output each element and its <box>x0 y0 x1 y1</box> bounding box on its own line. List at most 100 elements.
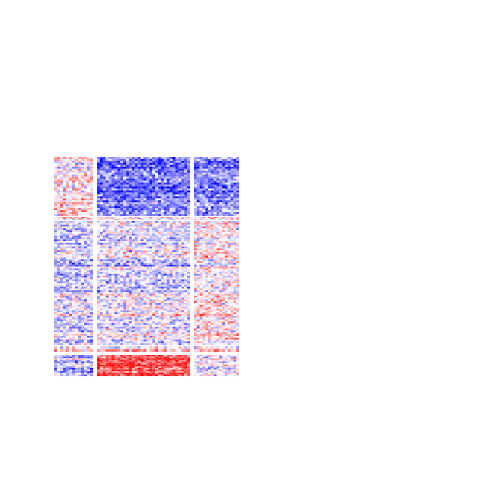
heatmap-cell <box>123 202 127 205</box>
heatmap-cell <box>194 202 197 205</box>
heatmap-cell <box>54 279 58 282</box>
heatmap-cell <box>213 176 217 179</box>
heatmap-cell <box>175 210 179 213</box>
heatmap-cell <box>227 160 231 163</box>
heatmap-cell <box>140 210 144 213</box>
heatmap-cell <box>128 180 132 183</box>
heatmap-cell <box>117 299 121 302</box>
heatmap-cell <box>123 210 127 213</box>
heatmap-cell <box>114 268 118 271</box>
heatmap-cell <box>97 281 100 284</box>
heatmap-cell <box>134 288 138 291</box>
heatmap-cell <box>87 262 91 265</box>
heatmap-cell <box>230 228 234 231</box>
heatmap-cell <box>102 297 106 300</box>
heatmap-cell <box>81 198 85 201</box>
heatmap-cell <box>126 248 130 251</box>
heatmap-cell <box>187 272 191 274</box>
heatmap-cell <box>72 237 76 240</box>
heatmap-cell <box>102 192 106 195</box>
heatmap-cell <box>105 253 109 256</box>
heatmap-cell <box>196 281 200 284</box>
heatmap-cell <box>60 208 64 211</box>
heatmap-cell <box>117 182 121 185</box>
heatmap-cell <box>199 180 203 183</box>
heatmap-cell <box>69 204 73 207</box>
heatmap-cell <box>224 194 228 197</box>
heatmap-cell <box>230 158 234 161</box>
heatmap-cell <box>78 268 82 271</box>
heatmap-cell <box>102 308 106 311</box>
heatmap-cell <box>178 200 182 203</box>
heatmap-cell <box>72 252 76 254</box>
heatmap-cell <box>128 221 132 223</box>
heatmap-cell <box>149 235 153 238</box>
heatmap-cell <box>222 184 225 187</box>
heatmap-cell <box>163 277 167 280</box>
heatmap-cell <box>102 200 106 203</box>
heatmap-cell <box>208 304 211 307</box>
heatmap-cell <box>227 255 231 258</box>
heatmap-cell <box>224 297 228 300</box>
heatmap-cell <box>117 228 121 231</box>
heatmap-cell <box>114 217 118 219</box>
heatmap-cell <box>99 174 103 177</box>
heatmap-cell <box>108 228 112 231</box>
heatmap-cell <box>134 286 138 289</box>
heatmap-cell <box>149 295 153 298</box>
heatmap-cell <box>114 250 118 253</box>
heatmap-cell <box>143 221 147 223</box>
heatmap-cell <box>99 250 103 253</box>
heatmap-cell <box>72 221 76 223</box>
heatmap-cell <box>84 190 88 193</box>
heatmap-cell <box>216 290 220 293</box>
heatmap-cell <box>102 235 106 238</box>
heatmap-cell <box>137 217 141 219</box>
heatmap-cell <box>137 190 141 193</box>
heatmap-cell <box>230 283 234 285</box>
heatmap-cell <box>137 176 141 179</box>
heatmap-cell <box>213 212 217 215</box>
heatmap-cell <box>213 252 217 254</box>
heatmap-cell <box>196 206 200 209</box>
heatmap-cell <box>60 266 64 269</box>
heatmap-cell <box>66 214 70 217</box>
heatmap-cell <box>158 206 161 209</box>
heatmap-cell <box>196 170 200 173</box>
heatmap-cell <box>169 217 173 219</box>
heatmap-cell <box>84 170 88 173</box>
heatmap-cell <box>158 237 161 240</box>
heatmap-cell <box>75 299 79 302</box>
heatmap-cell <box>181 184 185 187</box>
heatmap-cell <box>146 257 150 260</box>
heatmap-cell <box>178 308 182 311</box>
heatmap-cell <box>102 160 106 163</box>
heatmap-cell <box>181 235 185 238</box>
heatmap-cell <box>219 306 223 309</box>
heatmap-cell <box>227 172 231 175</box>
heatmap-cell <box>155 250 159 253</box>
heatmap-cell <box>202 204 206 207</box>
heatmap-cell <box>69 162 73 165</box>
heatmap-cell <box>175 208 179 211</box>
heatmap-cell <box>72 210 76 213</box>
heatmap-cell <box>128 284 132 287</box>
heatmap-cell <box>97 214 100 217</box>
heatmap-cell <box>126 218 130 220</box>
heatmap-cell <box>140 162 144 165</box>
heatmap-cell <box>230 188 234 191</box>
heatmap-cell <box>131 290 135 293</box>
heatmap-cell <box>102 206 106 209</box>
heatmap-cell <box>97 176 100 179</box>
heatmap-cell <box>90 299 94 302</box>
heatmap-cell <box>216 162 220 165</box>
heatmap-cell <box>54 218 58 220</box>
heatmap-cell <box>146 235 150 238</box>
heatmap-cell <box>102 244 106 247</box>
heatmap-cell <box>216 248 220 251</box>
heatmap-cell <box>230 253 234 256</box>
heatmap-cell <box>78 273 82 276</box>
heatmap-cell <box>169 164 173 167</box>
heatmap-cell <box>194 270 197 273</box>
heatmap-cell <box>236 275 240 278</box>
